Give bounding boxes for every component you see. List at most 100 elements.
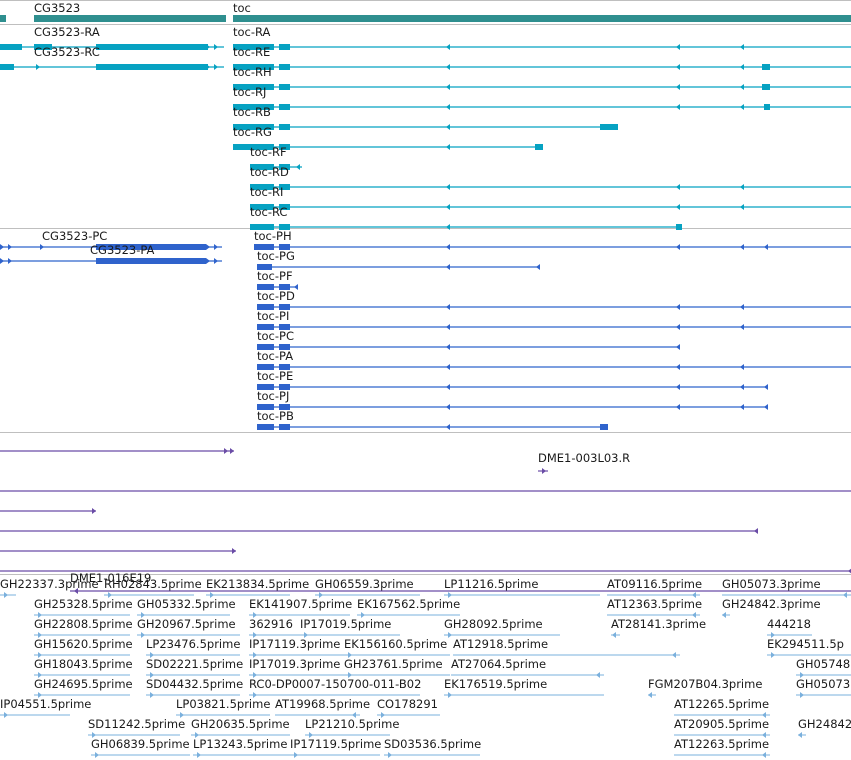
strand-arrow [448, 692, 452, 698]
strand-arrow [388, 752, 392, 758]
exon-block [279, 44, 290, 50]
strand-arrow [536, 264, 540, 270]
est-label: IP17119.3prime [249, 637, 340, 651]
exon-block [257, 384, 274, 390]
strand-arrow [253, 652, 257, 658]
gene-track: CG3523 toc [0, 1, 851, 22]
strand-arrow [294, 752, 298, 758]
transcript-label: CG3523-PA [90, 243, 155, 257]
est-feature: LP23476.5prime [146, 637, 240, 658]
strand-arrow [224, 448, 228, 454]
exon-block [257, 344, 274, 350]
gene-label: CG3523 [34, 1, 80, 15]
strand-arrow [197, 752, 201, 758]
est-label: GH05073 [796, 677, 850, 691]
strand-arrow [141, 632, 145, 638]
exon-block [96, 244, 206, 250]
exon-block [233, 124, 274, 130]
strand-arrow [446, 144, 450, 150]
exon-block [279, 384, 290, 390]
est-feature: 444218 [767, 617, 812, 638]
est-label: GH22808.5prime [34, 617, 133, 631]
gene-label: toc [233, 1, 251, 15]
exon-block [233, 144, 274, 150]
strand-arrow [38, 612, 42, 618]
strand-arrow [180, 712, 184, 718]
strand-arrow [8, 244, 12, 250]
est-label: GH05748 [796, 657, 850, 671]
transcript-label: toc-PB [257, 409, 294, 423]
strand-arrow [676, 244, 680, 250]
gene-span [34, 15, 226, 22]
est-feature: GH05073.3prime [722, 577, 851, 598]
exon-block [279, 404, 290, 410]
est-feature: RH02843.5prime [104, 577, 202, 598]
est-label: GH20635.5prime [191, 717, 290, 731]
est-label: EK156160.5prime [344, 637, 447, 651]
exon-block [250, 164, 274, 170]
est-label: EK213834.5prime [206, 577, 309, 591]
clone-row: DME1-003L03.R [538, 451, 630, 474]
strand-arrow [446, 424, 450, 430]
est-label: SD04432.5prime [146, 677, 243, 691]
strand-arrow [800, 692, 804, 698]
est-feature: AT09116.5prime [607, 577, 702, 598]
strand-arrow [206, 244, 210, 250]
est-label: GH18043.5prime [34, 657, 133, 671]
est-label: AT20905.5prime [674, 717, 769, 731]
est-feature: GH24842.3prime [722, 597, 821, 618]
strand-arrow [762, 712, 766, 718]
est-label: 362916 [249, 617, 293, 631]
est-label: GH24842.3prime [722, 597, 821, 611]
exon-block [279, 64, 290, 70]
strand-arrow [676, 324, 680, 330]
strand-arrow [74, 588, 78, 594]
strand-arrow [676, 304, 680, 310]
strand-arrow [214, 44, 218, 50]
est-feature: LP21210.5prime [305, 717, 399, 738]
strand-arrow [296, 164, 300, 170]
strand-arrow [150, 692, 154, 698]
strand-arrow [108, 592, 112, 598]
strand-arrow [206, 64, 210, 70]
transcript-toc-ri: toc-RI [250, 185, 851, 210]
est-feature: SD02221.5prime [146, 657, 243, 678]
strand-arrow [676, 364, 680, 370]
est-feature: IP04551.5prime [0, 697, 91, 718]
est-label: LP11216.5prime [444, 577, 538, 591]
transcript-label: toc-RC [250, 205, 287, 219]
transcript-toc-rg: toc-RG [233, 125, 543, 150]
exon-block [279, 224, 290, 230]
exon-block [257, 264, 272, 270]
transcript-toc-pc: toc-PC [257, 329, 680, 350]
transcript-label: CG3523-RA [34, 25, 100, 39]
clone-label: DME1-003L03.R [538, 451, 630, 465]
est-feature: GH05332.5prime [137, 597, 236, 618]
strand-arrow [771, 652, 775, 658]
est-label: EK176519.5prime [444, 677, 547, 691]
strand-arrow [692, 592, 696, 598]
gene-span [233, 15, 851, 22]
strand-arrow [92, 732, 96, 738]
transcript-label: CG3523-RC [34, 45, 100, 59]
clone-label: DME1-016E19 [70, 571, 151, 585]
strand-arrow [253, 632, 257, 638]
strand-arrow [206, 258, 210, 264]
est-feature: EK294511.5p [767, 637, 851, 658]
est-feature: SD11242.5prime [88, 717, 185, 738]
est-feature: GH15620.5prime [34, 637, 133, 658]
est-feature: AT12918.5prime [453, 637, 680, 658]
strand-arrow [740, 64, 744, 70]
est-label: LP03821.5prime [176, 697, 270, 711]
est-feature: EK167562.5prime [357, 597, 460, 618]
transcript-label: toc-RE [233, 45, 270, 59]
est-label: GH20967.5prime [137, 617, 236, 631]
strand-arrow [740, 184, 744, 190]
strand-arrow [4, 712, 8, 718]
transcript-label: toc-RF [250, 145, 287, 159]
clone-track: DME1-003L03.R DME1-016E19 [0, 448, 851, 594]
est-label: IP17019.5prime [300, 617, 391, 631]
strand-arrow [446, 324, 450, 330]
strand-arrow [214, 64, 218, 70]
